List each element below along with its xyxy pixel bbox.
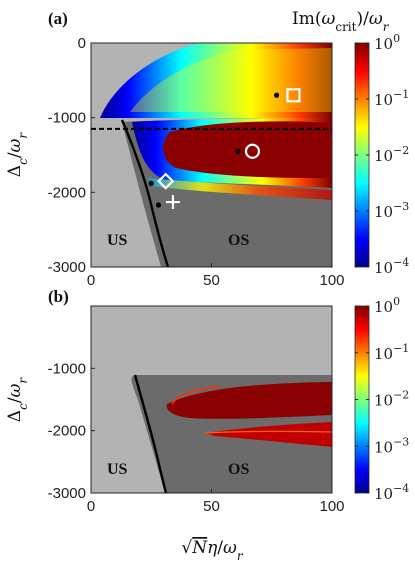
panel-b-xlabel: √Nη/ωr [181, 538, 244, 563]
panel-b-xtick-label: 100 [319, 498, 344, 515]
panel-b-colorbar-tick-label: 10−4 [374, 482, 409, 503]
panel-a-xtick-label: 100 [319, 272, 344, 289]
panel-a: (a) US OS 0 50 100 0 -1000 -2000 -3000 Δc/ωr [5, 9, 345, 289]
panel-b-ytick-label: -2000 [48, 423, 86, 440]
panel-a-upper-plume-glow [130, 48, 332, 112]
panel-a-plot-area [91, 43, 332, 267]
panel-a-colorbar-tick-label: 10−4 [374, 256, 409, 277]
panel-a-ytick-label: -1000 [48, 110, 86, 127]
panel-b-upper-lobe-edge [171, 385, 221, 405]
panel-a-ytick-label: -3000 [48, 259, 86, 276]
panel-b: (b) US OS 0 50 100 -1000 -2000 -3000 Δc/ωr √N… [5, 287, 345, 563]
panel-a-point [155, 202, 162, 208]
panel-a-point [273, 92, 280, 98]
panel-b-upper-lobe [166, 382, 332, 419]
panel-b-boundary-curve [133, 374, 168, 493]
panel-b-colorbar-ticks: 100 10−1 10−2 10−3 10−4 [355, 295, 409, 503]
panel-a-point [148, 180, 154, 186]
panel-a-os-label: OS [228, 232, 249, 249]
panel-b-ytick-label: -3000 [48, 485, 86, 502]
panel-a-colorbar-tick-label: 100 [374, 32, 400, 53]
plus-marker [165, 195, 180, 210]
panel-a-colorbar-tick-label: 10−3 [374, 200, 409, 221]
panel-b-plot-area [91, 306, 332, 493]
panel-b-colorbar-tick-label: 100 [374, 295, 400, 316]
panel-a-us-label: US [107, 232, 128, 249]
panel-a-label: (a) [48, 9, 68, 28]
panel-b-label: (b) [48, 287, 69, 306]
panel-a-colorbar-tick-label: 10−1 [374, 88, 409, 109]
panel-b-xtick-label: 50 [203, 498, 220, 515]
panel-a-upper-plume [100, 43, 332, 118]
panel-a-colorbar-tick-label: 10−2 [374, 144, 409, 165]
panel-a-ytick-label: -2000 [48, 184, 86, 201]
panel-a-lower-band [148, 178, 332, 200]
panel-b-us-label: US [107, 461, 128, 478]
circle-marker [244, 143, 261, 159]
panel-a-colorbar-ticks: 100 10−1 10−2 10−3 10−4 [355, 32, 409, 277]
square-marker [286, 88, 301, 103]
panel-b-colorbar-tick-label: 10−1 [374, 342, 409, 363]
panel-b-axes: 0 50 100 -1000 -2000 -3000 [48, 360, 345, 515]
panel-b-ytick-label: -1000 [48, 360, 86, 377]
panel-a-ylabel: Δc/ωr [5, 132, 30, 178]
panel-b-colorbar-tick-label: 10−2 [374, 389, 409, 410]
panel-b-lower-lobe [205, 422, 332, 447]
panel-b-lower-lobe-edge [204, 430, 332, 434]
panel-a-xtick-label: 50 [203, 272, 220, 289]
panel-b-xtick-label: 0 [87, 498, 95, 515]
diamond-marker [157, 172, 175, 190]
panel-b-colorbar-tick-label: 10−3 [374, 435, 409, 456]
panel-a-lobe-core [163, 121, 332, 178]
panel-a-ytick-label: 0 [78, 35, 86, 52]
panel-b-ylabel: Δc/ωr [5, 377, 30, 423]
panel-b-os-label: OS [228, 461, 249, 478]
colorbar-title: Im(ωcrit)/ωr [292, 9, 390, 34]
panel-a-boundary-curve [120, 119, 170, 267]
panel-a-axes: 0 50 100 0 -1000 -2000 -3000 [48, 35, 345, 289]
panel-a-xtick-label: 0 [87, 272, 95, 289]
panel-a-markers [148, 88, 301, 210]
panel-a-point [235, 148, 241, 154]
panel-b-colorbar: 100 10−1 10−2 10−3 10−4 [354, 295, 409, 503]
